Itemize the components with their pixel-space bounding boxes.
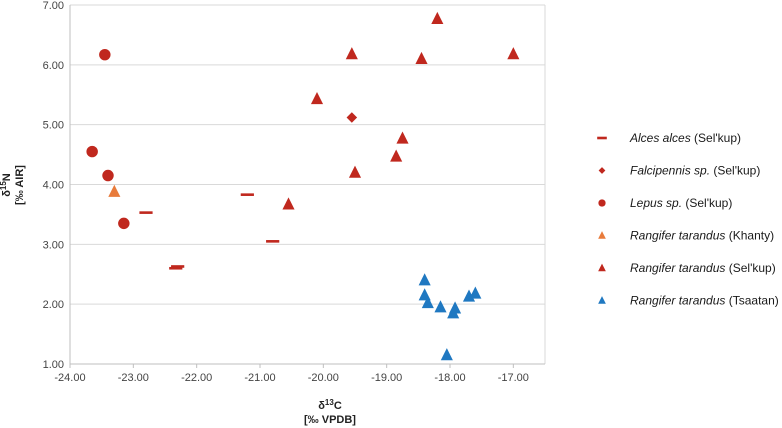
legend-label: Lepus sp. (Sel'kup) <box>630 196 732 210</box>
y-tick-label: 6.00 <box>43 60 64 72</box>
data-point <box>282 197 295 210</box>
data-point <box>440 348 453 361</box>
legend-label: Rangifer tarandus (Khanty) <box>630 229 774 243</box>
axes: 1.00 2.00 3.00 4.00 5.00 6.00 7.00 -24.00 -23.00… <box>43 0 545 384</box>
y-tick-label: 1.00 <box>43 359 64 371</box>
x-tick-label: -24.00 <box>54 372 85 384</box>
legend-marker <box>598 296 606 304</box>
y-tick-label: 2.00 <box>43 299 64 311</box>
x-tick-label: -23.00 <box>118 372 149 384</box>
x-tick-label: -19.00 <box>371 372 402 384</box>
data-point <box>415 51 428 65</box>
data-point <box>434 300 447 313</box>
data-point <box>396 131 409 144</box>
legend-item: Falcipennis sp. (Sel'kup) <box>598 164 760 178</box>
legend-item: Rangifer tarandus (Sel'kup) <box>598 261 776 275</box>
data-point <box>86 145 98 158</box>
y-tick-label: 7.00 <box>43 0 64 12</box>
x-axis-unit: [‰ VPDB] <box>304 414 356 426</box>
data-point <box>99 48 111 61</box>
data-point <box>310 92 324 105</box>
data-point <box>431 11 444 24</box>
y-axis-unit: [‰ AIR] <box>14 165 26 205</box>
legend-item: Lepus sp. (Sel'kup) <box>598 196 732 210</box>
legend-label: Rangifer tarandus (Sel'kup) <box>630 261 776 275</box>
data-point <box>345 47 358 60</box>
legend-marker <box>598 199 606 207</box>
legend-label: Alces alces (Sel'kup) <box>629 131 741 145</box>
data-point <box>102 169 114 182</box>
data-point <box>169 266 183 270</box>
y-axis-label: δ15N <box>0 173 13 197</box>
data-point <box>348 165 362 178</box>
legend-marker <box>598 167 606 174</box>
legend-label: Rangifer tarandus (Tsaatan) <box>630 294 779 308</box>
legend: Alces alces (Sel'kup) Falcipennis sp. (Se… <box>597 131 779 308</box>
data-point <box>418 273 431 286</box>
data-point <box>449 301 462 314</box>
data-point <box>390 149 403 162</box>
x-tick-label: -22.00 <box>181 372 212 384</box>
legend-marker <box>597 136 607 140</box>
data-point <box>240 193 254 196</box>
data-point <box>507 47 520 60</box>
data-point <box>108 184 121 197</box>
data-points <box>86 11 520 361</box>
data-point <box>266 240 280 243</box>
data-point <box>421 296 434 309</box>
data-point <box>118 217 130 230</box>
legend-item: Rangifer tarandus (Tsaatan) <box>598 294 779 308</box>
gridlines <box>70 4 546 365</box>
data-point <box>346 112 358 123</box>
x-tick-label: -21.00 <box>244 372 275 384</box>
y-tick-label: 3.00 <box>43 239 64 251</box>
y-axis-title: δ15N [‰ AIR] <box>0 165 26 205</box>
x-tick-label: -20.00 <box>308 372 339 384</box>
legend-item: Alces alces (Sel'kup) <box>597 131 741 145</box>
legend-marker <box>598 263 606 272</box>
x-axis-title: δ13C [‰ VPDB] <box>304 398 356 426</box>
legend-marker <box>598 231 606 239</box>
y-tick-label: 5.00 <box>43 120 64 132</box>
legend-label: Falcipennis sp. (Sel'kup) <box>630 164 760 178</box>
x-tick-label: -18.00 <box>434 372 465 384</box>
data-point <box>139 211 153 214</box>
x-axis-label: δ13C <box>318 398 342 412</box>
x-tick-label: -17.00 <box>498 372 529 384</box>
data-point <box>171 265 185 268</box>
y-tick-label: 4.00 <box>43 180 64 192</box>
legend-item: Rangifer tarandus (Khanty) <box>598 229 774 243</box>
data-point <box>469 286 482 299</box>
